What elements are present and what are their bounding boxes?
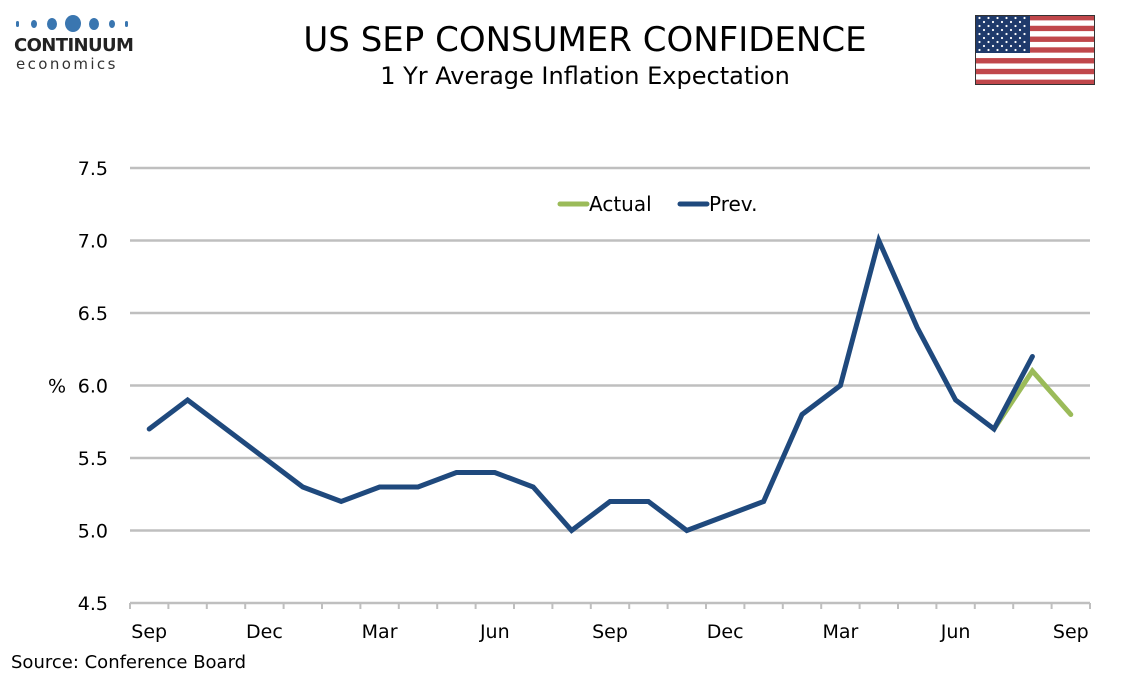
y-axis-ticks: 7.5 7.0 6.5 6.0 5.5 5.0 4.5	[78, 158, 108, 615]
source-note: Source: Conference Board	[11, 652, 247, 673]
continuum-logo: CONTINUUM economics	[14, 14, 134, 72]
series-line-prev	[146, 232, 1035, 534]
y-tick-label: 6.0	[78, 376, 108, 398]
x-tick-label: Dec	[707, 621, 744, 643]
y-tick-label: 7.0	[78, 231, 108, 253]
x-tick-label: Sep	[592, 621, 628, 643]
x-axis: Sep Dec Mar Jun Sep Dec Mar Jun Sep	[129, 601, 1091, 643]
x-tick-label: Dec	[246, 621, 283, 643]
x-tick-label: Mar	[362, 621, 398, 643]
y-tick-label: 4.5	[78, 593, 108, 615]
y-tick-label: 5.5	[78, 448, 108, 470]
x-tick-label: Jun	[479, 621, 510, 643]
gridlines	[130, 166, 1090, 532]
y-tick-label: 5.0	[78, 521, 108, 543]
legend: Actual Prev.	[557, 192, 757, 216]
us-flag-icon	[975, 15, 1095, 85]
logo-wordmark: CONTINUUM	[14, 35, 134, 56]
y-tick-label: 7.5	[78, 158, 108, 180]
x-tick-label: Mar	[822, 621, 858, 643]
chart-subtitle: 1 Yr Average Inflation Expectation	[380, 62, 790, 90]
y-tick-label: 6.5	[78, 303, 108, 325]
logo-subtitle: economics	[16, 55, 118, 73]
legend-label: Actual	[589, 192, 652, 216]
series-line-actual	[991, 366, 1074, 432]
chart-title: US SEP CONSUMER CONFIDENCE	[303, 20, 867, 60]
y-axis-label: %	[48, 376, 66, 398]
x-tick-label: Jun	[940, 621, 971, 643]
x-tick-label: Sep	[1053, 621, 1089, 643]
x-tick-label: Sep	[131, 621, 167, 643]
logo-dots-icon	[14, 14, 134, 34]
series-lines	[146, 232, 1074, 534]
legend-label: Prev.	[709, 192, 757, 216]
